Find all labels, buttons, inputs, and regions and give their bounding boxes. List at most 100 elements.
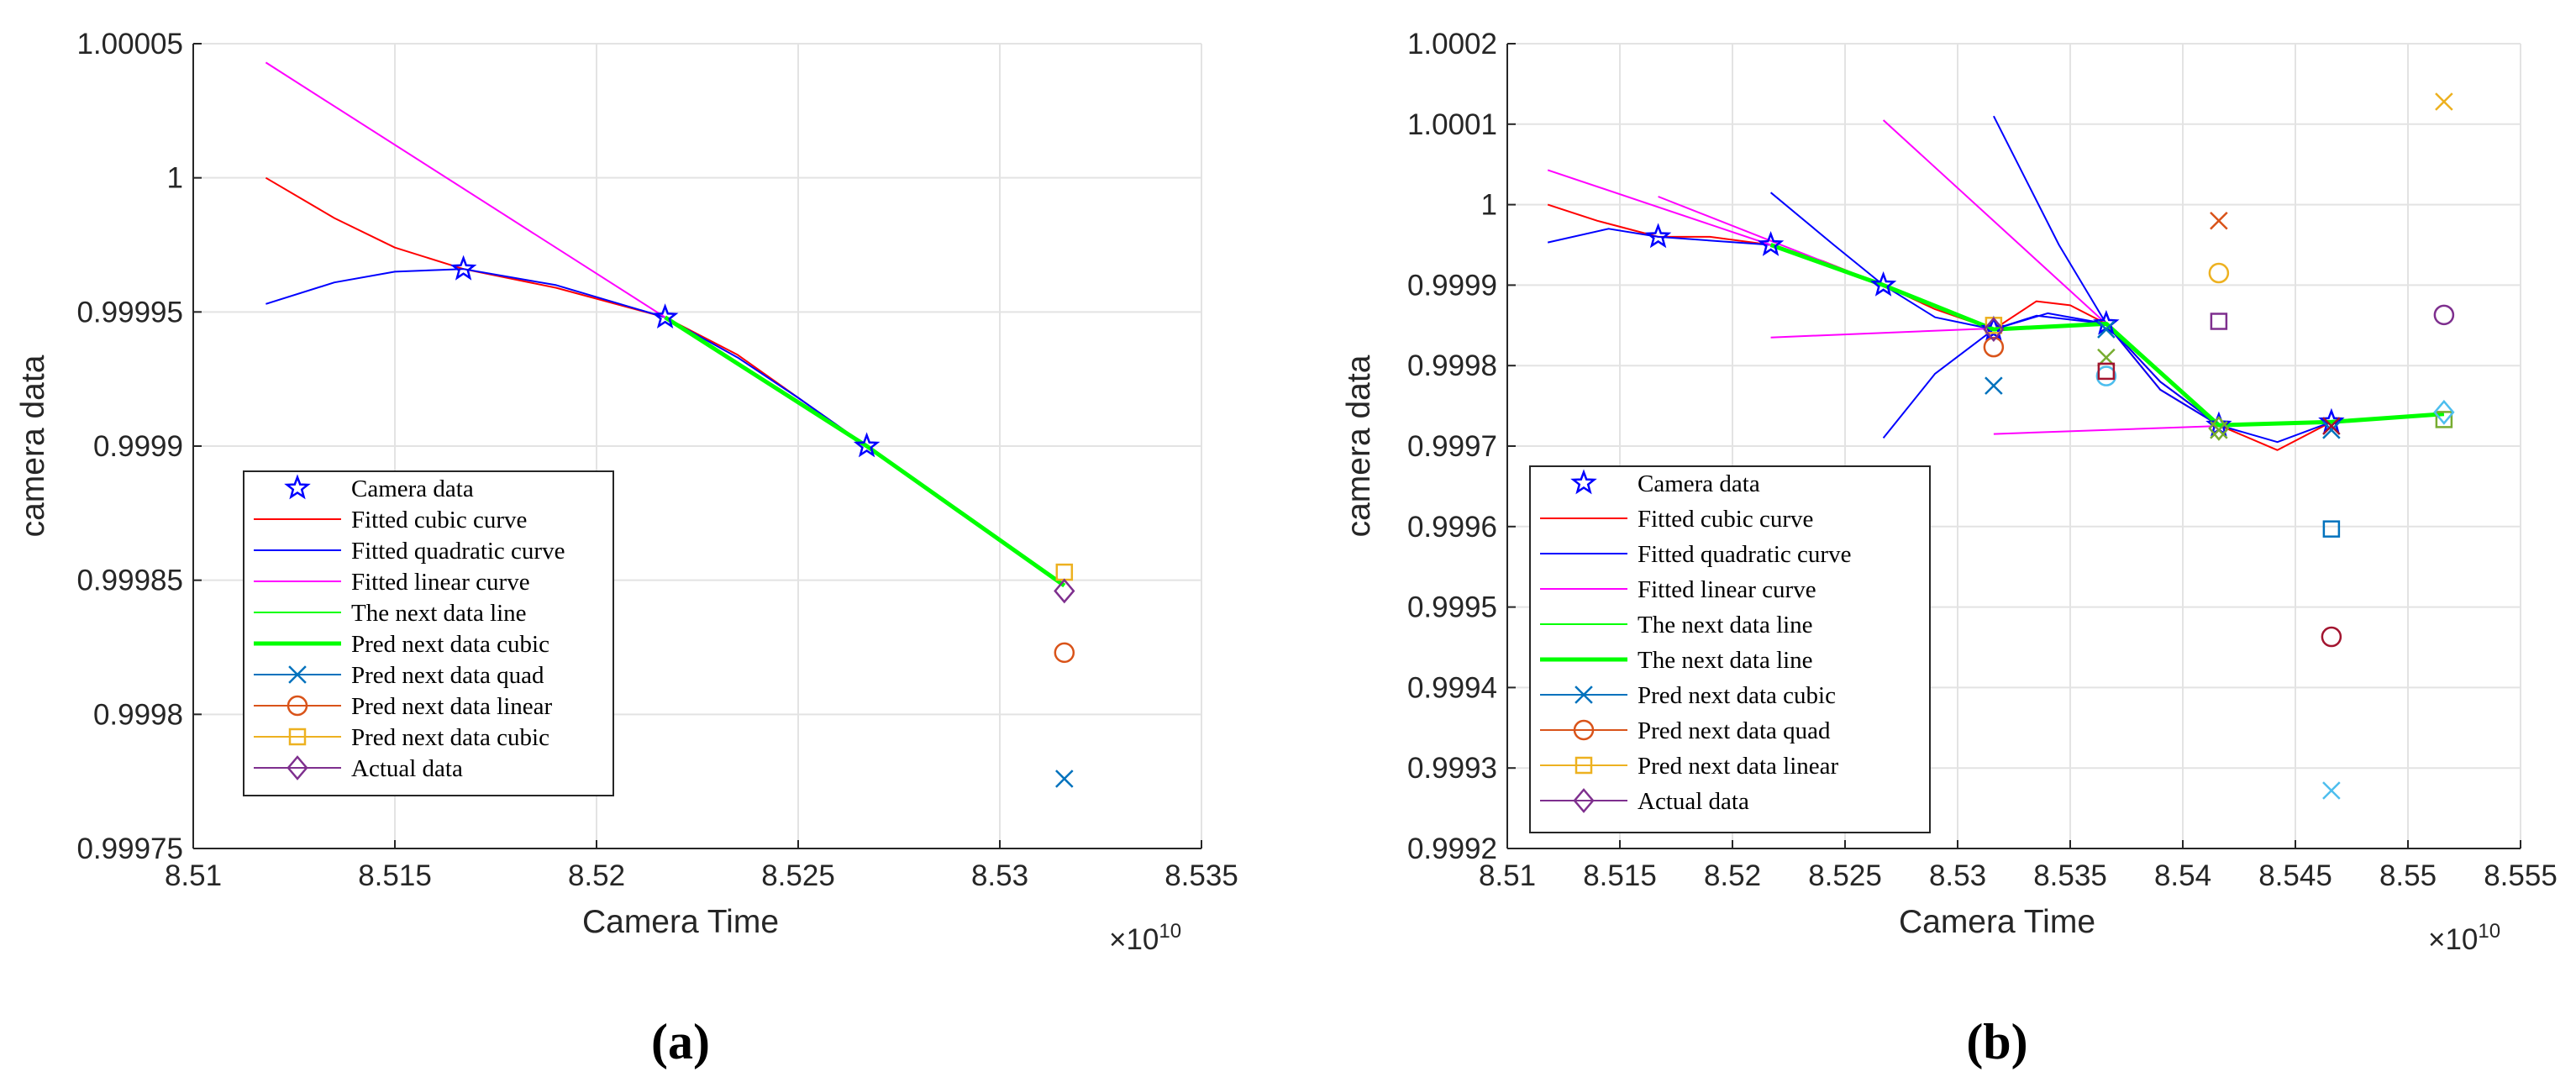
data-point-circle [2208, 262, 2230, 284]
x-tick-label: 8.52 [1704, 859, 1761, 892]
series-line [1769, 243, 2445, 428]
y-axis-label: camera data [15, 355, 51, 537]
legend-label: Pred next data linear [351, 693, 552, 720]
data-point-diamond [2208, 415, 2230, 441]
data-point-star [853, 432, 881, 458]
y-tick-label: 0.9995 [1407, 591, 1497, 624]
series-line [265, 268, 868, 447]
panel-label: (a) [651, 1014, 710, 1069]
legend-box [1529, 465, 1931, 833]
x-axis-exponent: ×1010 [1109, 920, 1181, 956]
legend-label: Fitted quadratic curve [1638, 541, 1851, 568]
x-axis-label: Camera Time [582, 904, 779, 940]
legend-label: Pred next data cubic [1638, 682, 1836, 709]
chart-b: 8.51 8.515 8.52 8.525 8.53 8.535 8.54 8.545 8.55… [1341, 28, 2558, 1069]
y-tick-label: 0.99985 [76, 565, 183, 597]
series-line [265, 61, 666, 318]
plot-content [1547, 92, 2455, 800]
data-point-x [2322, 781, 2341, 800]
data-point-x [2097, 320, 2116, 339]
data-point-star [1644, 223, 1672, 249]
legend-entry: Fitted quadratic curve [1540, 541, 1851, 568]
data-point-x [1985, 376, 2003, 395]
legend-marker-star [1570, 469, 1597, 495]
y-tick-label: 0.9992 [1407, 833, 1497, 865]
series-line [1547, 169, 1771, 246]
y-tick-label: 0.99975 [76, 833, 183, 865]
x-tick-label: 8.55 [2379, 859, 2437, 892]
legend: Camera data Fitted cubic curve Fitted quad… [243, 470, 614, 796]
legend-entry: Pred next data quad [1540, 717, 1831, 744]
x-tick-label: 8.525 [761, 859, 835, 892]
legend-label: Actual data [351, 755, 463, 782]
y-tick-label: 1.0002 [1407, 28, 1497, 60]
legend-label: Actual data [1638, 788, 1749, 815]
y-tick-label: 1 [167, 162, 183, 195]
legend-label: Camera data [1638, 470, 1760, 497]
series-line [1882, 119, 2107, 325]
legend: Camera data Fitted cubic curve Fitted quad… [1529, 465, 1931, 833]
x-tick-label: 8.535 [2033, 859, 2107, 892]
x-tick-label: 8.545 [2258, 859, 2332, 892]
plot-content [265, 61, 1075, 788]
y-tick-label: 1.0001 [1407, 108, 1497, 141]
legend-entry: Fitted linear curve [254, 569, 530, 596]
legend-label: Fitted linear curve [351, 569, 530, 596]
data-point-star [651, 303, 679, 329]
legend-marker-circle [287, 695, 308, 717]
legend-label: Pred next data quad [351, 662, 544, 689]
data-point-circle [2321, 626, 2342, 648]
legend-entry: The next data line [1540, 647, 1813, 674]
y-tick-label: 0.9999 [93, 430, 183, 463]
legend-label: Pred next data cubic [351, 631, 549, 658]
legend-entry: Fitted cubic curve [254, 507, 527, 533]
legend-entry: Pred next data cubic [1540, 682, 1836, 709]
legend-entry: Fitted cubic curve [1540, 506, 1813, 533]
legend-label: The next data line [1638, 612, 1813, 638]
data-point-x [1055, 770, 1074, 788]
y-tick-label: 0.9996 [1407, 511, 1497, 544]
x-tick-label: 8.555 [2484, 859, 2558, 892]
legend-entry: Pred next data linear [254, 693, 552, 720]
data-point-circle [1054, 642, 1075, 664]
data-point-star [1757, 230, 1785, 256]
legend-marker-diamond [1573, 788, 1595, 813]
data-point-circle [2095, 365, 2117, 386]
x-tick-label: 8.525 [1808, 859, 1882, 892]
series-line [664, 315, 1066, 588]
x-tick-label: 8.51 [1479, 859, 1536, 892]
legend-label: Pred next data cubic [351, 724, 549, 751]
data-point-x [2322, 417, 2341, 435]
x-tick-label: 8.53 [971, 859, 1028, 892]
data-point-square [2435, 411, 2453, 428]
data-point-circle [2433, 304, 2455, 326]
y-tick-label: 1.00005 [76, 28, 183, 60]
legend-entry: Camera data [284, 474, 474, 502]
y-tick-label: 1 [1481, 189, 1497, 222]
legend-label: Fitted quadratic curve [351, 538, 565, 565]
legend-label: Fitted cubic curve [351, 507, 527, 533]
legend-entry: Pred next data quad [254, 662, 544, 689]
legend-entry: Fitted quadratic curve [254, 538, 565, 565]
series-line [1769, 192, 2332, 444]
legend-label: The next data line [1638, 647, 1813, 674]
legend-entry: Pred next data cubic [254, 631, 549, 658]
y-tick-label: 0.9998 [93, 698, 183, 731]
y-tick-label: 0.9997 [1407, 430, 1497, 463]
legend-marker-square [288, 728, 307, 746]
data-point-diamond [1054, 578, 1075, 604]
legend-entry: Pred next data linear [1540, 753, 1838, 780]
y-tick-label: 0.9993 [1407, 752, 1497, 785]
data-point-star [449, 255, 477, 281]
panel-label: (b) [1966, 1014, 2027, 1069]
legend-label: Camera data [351, 475, 474, 502]
legend-marker-star [284, 474, 311, 500]
legend-label: The next data line [351, 600, 527, 627]
legend-marker-circle [1573, 719, 1595, 741]
legend-entry: The next data line [1540, 612, 1813, 638]
legend-label: Fitted linear curve [1638, 576, 1816, 603]
legend-entry: The next data line [254, 600, 527, 627]
legend-label: Pred next data linear [1638, 753, 1838, 780]
legend-entry: Camera data [1570, 469, 1760, 497]
